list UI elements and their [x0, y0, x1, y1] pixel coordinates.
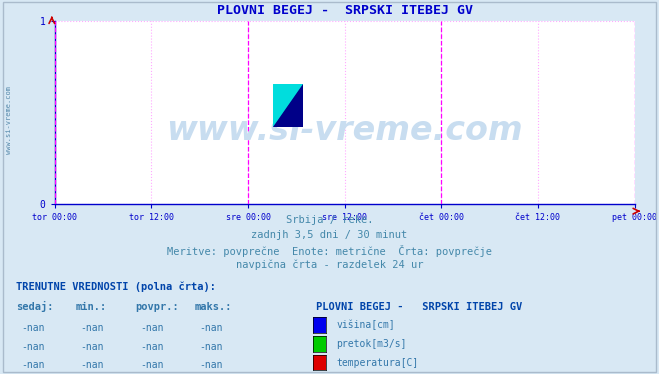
Text: -nan: -nan [140, 342, 163, 352]
Text: povpr.:: povpr.: [135, 303, 179, 312]
Text: temperatura[C]: temperatura[C] [336, 358, 418, 368]
Text: pretok[m3/s]: pretok[m3/s] [336, 339, 407, 349]
Text: www.si-vreme.com: www.si-vreme.com [5, 86, 12, 154]
Text: -nan: -nan [80, 323, 104, 333]
Polygon shape [273, 84, 303, 127]
Text: višina[cm]: višina[cm] [336, 320, 395, 331]
Text: Meritve: povprečne  Enote: metrične  Črta: povprečje: Meritve: povprečne Enote: metrične Črta:… [167, 245, 492, 257]
Text: -nan: -nan [140, 361, 163, 370]
Text: -nan: -nan [80, 361, 104, 370]
Text: sedaj:: sedaj: [16, 301, 54, 312]
Text: -nan: -nan [80, 342, 104, 352]
Text: maks.:: maks.: [194, 303, 232, 312]
Text: www.si-vreme.com: www.si-vreme.com [166, 114, 523, 147]
Text: zadnjh 3,5 dni / 30 minut: zadnjh 3,5 dni / 30 minut [251, 230, 408, 240]
Text: TRENUTNE VREDNOSTI (polna črta):: TRENUTNE VREDNOSTI (polna črta): [16, 281, 216, 292]
Text: -nan: -nan [199, 342, 223, 352]
Text: -nan: -nan [21, 323, 45, 333]
Text: Srbija / reke.: Srbija / reke. [286, 215, 373, 225]
Text: navpična črta - razdelek 24 ur: navpična črta - razdelek 24 ur [236, 260, 423, 270]
Text: -nan: -nan [140, 323, 163, 333]
Text: -nan: -nan [199, 361, 223, 370]
Polygon shape [273, 84, 303, 127]
Text: PLOVNI BEGEJ -   SRPSKI ITEBEJ GV: PLOVNI BEGEJ - SRPSKI ITEBEJ GV [316, 303, 523, 312]
Title: PLOVNI BEGEJ -  SRPSKI ITEBEJ GV: PLOVNI BEGEJ - SRPSKI ITEBEJ GV [217, 4, 473, 16]
Text: -nan: -nan [21, 361, 45, 370]
Text: -nan: -nan [21, 342, 45, 352]
Text: min.:: min.: [76, 303, 107, 312]
Text: -nan: -nan [199, 323, 223, 333]
